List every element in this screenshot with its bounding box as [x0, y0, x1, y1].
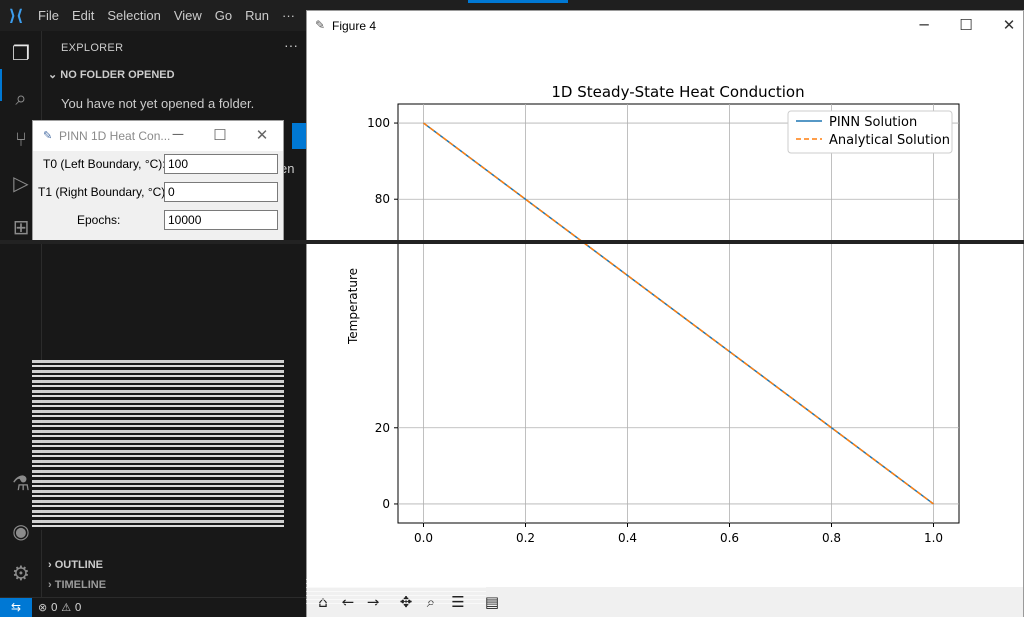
- search-icon[interactable]: ⌕: [15, 86, 27, 110]
- x-tick-label: 1.0: [924, 531, 943, 545]
- explorer-more-button[interactable]: ···: [284, 37, 298, 53]
- problems-indicator[interactable]: ⊗ 0 ⚠ 0: [38, 601, 82, 614]
- chart-canvas: 0.0 0.2 0.4 0.6 0.8 1.0 0 20 80 100 1D Steady-Sta…: [346, 83, 960, 545]
- pan-icon[interactable]: ✥: [399, 593, 413, 611]
- minimize-icon[interactable]: ─: [172, 126, 184, 143]
- t0-label: T0 (Left Boundary, °C):: [43, 157, 166, 171]
- explorer-icon[interactable]: ❐: [12, 41, 30, 65]
- legend-box: [787, 110, 953, 154]
- figure-toolbar: ⌂ ← → ✥ ⌕ ☰ ▤: [307, 587, 1023, 617]
- matplotlib-icon: ✎: [315, 18, 326, 32]
- x-tick-label: 0.6: [720, 531, 739, 545]
- series-lines: [423, 122, 934, 505]
- chevron-right-icon: ›: [48, 579, 55, 591]
- dialog-title: PINN 1D Heat Con...: [59, 129, 171, 143]
- feather-icon: ✎: [43, 130, 53, 142]
- maximize-icon[interactable]: ☐: [959, 16, 973, 34]
- source-control-icon[interactable]: ⑂: [15, 127, 27, 151]
- explorer-header: EXPLORER: [61, 42, 124, 54]
- menu-edit[interactable]: Edit: [71, 8, 95, 23]
- render-artifact-band: [0, 240, 1024, 244]
- extensions-icon[interactable]: ⊞: [12, 215, 30, 239]
- menu-bar: File Edit Selection View Go Run ···: [38, 8, 308, 23]
- y-tick-label: 80: [375, 192, 390, 206]
- zoom-icon[interactable]: ⌕: [426, 593, 436, 611]
- x-tick-label: 0.8: [822, 531, 841, 545]
- outline-section[interactable]: › OUTLINE: [48, 559, 103, 571]
- save-figure-icon[interactable]: ▤: [484, 593, 500, 611]
- x-tick-label: 0.2: [516, 531, 535, 545]
- legend: PINN Solution Analytical Solution: [787, 110, 953, 154]
- no-folder-message: You have not yet opened a folder.: [61, 96, 255, 111]
- outline-label: OUTLINE: [54, 559, 104, 571]
- menu-selection[interactable]: Selection: [107, 8, 161, 23]
- vscode-logo-icon: ⟩⟨: [8, 6, 24, 25]
- series-line-analytical: [423, 122, 934, 505]
- status-bar: ⇆ ⊗ 0 ⚠ 0: [0, 597, 306, 617]
- dialog-titlebar: ✎ PINN 1D Heat Con... ─ ☐ ✕: [33, 121, 283, 151]
- menu-run[interactable]: Run: [245, 8, 269, 23]
- minimize-icon[interactable]: ─: [919, 16, 929, 34]
- t1-input[interactable]: 0: [164, 182, 278, 202]
- chevron-down-icon: ⌄: [48, 69, 61, 81]
- menu-view[interactable]: View: [173, 8, 202, 23]
- timeline-section[interactable]: › TIMELINE: [48, 579, 106, 591]
- forward-arrow-icon[interactable]: →: [366, 593, 380, 611]
- accounts-icon[interactable]: ◉: [12, 519, 30, 543]
- axis-ticks: 0.0 0.2 0.4 0.6 0.8 1.0 0 20 80 100: [367, 116, 943, 545]
- render-artifact-dialog-ghost: [32, 360, 284, 530]
- epochs-input[interactable]: 10000: [164, 210, 278, 230]
- maximize-icon[interactable]: ☐: [213, 127, 227, 144]
- y-axis-label: Temperature: [346, 268, 360, 345]
- x-tick-label: 0.0: [414, 531, 433, 545]
- figure-window: ✎ Figure 4 ─ ☐ ✕ 0.0 0.2 0.4 0.6 0.8 1.0 0 20 80…: [306, 10, 1024, 617]
- activity-active-indicator: [0, 69, 2, 101]
- close-icon[interactable]: ✕: [1002, 16, 1016, 34]
- figure-title: Figure 4: [332, 19, 377, 33]
- y-tick-label: 100: [367, 116, 390, 130]
- no-folder-section[interactable]: ⌄ NO FOLDER OPENED: [48, 68, 175, 81]
- menu-more[interactable]: ···: [282, 8, 295, 23]
- back-arrow-icon[interactable]: ←: [341, 593, 355, 611]
- remote-indicator[interactable]: ⇆: [0, 598, 32, 617]
- t1-label: T1 (Right Boundary, °C):: [38, 185, 169, 199]
- settings-gear-icon[interactable]: ⚙: [12, 561, 30, 585]
- chevron-right-icon: ›: [48, 559, 55, 571]
- epochs-label: Epochs:: [77, 213, 121, 227]
- menu-file[interactable]: File: [38, 8, 59, 23]
- pinn-dialog-window: ✎ PINN 1D Heat Con... ─ ☐ ✕ T0 (Left Bou…: [32, 120, 284, 242]
- y-tick-label: 0: [382, 497, 390, 511]
- chart-title: 1D Steady-State Heat Conduction: [551, 83, 804, 101]
- y-tick-label: 20: [375, 421, 390, 435]
- legend-label-pinn: PINN Solution: [829, 115, 917, 130]
- run-debug-icon[interactable]: ▷: [13, 171, 29, 195]
- close-icon[interactable]: ✕: [255, 127, 269, 144]
- menu-go[interactable]: Go: [214, 8, 233, 23]
- titlebar-accent: [468, 0, 568, 3]
- t0-input[interactable]: 100: [164, 154, 278, 174]
- timeline-label: TIMELINE: [54, 579, 107, 591]
- testing-icon[interactable]: ⚗: [12, 471, 30, 495]
- figure-titlebar: ✎ Figure 4 ─ ☐ ✕: [307, 11, 1023, 41]
- open-folder-button[interactable]: [292, 123, 306, 149]
- configure-subplots-icon[interactable]: ☰: [451, 593, 465, 611]
- home-icon[interactable]: ⌂: [318, 593, 328, 611]
- x-tick-label: 0.4: [618, 531, 637, 545]
- no-folder-label: NO FOLDER OPENED: [60, 69, 175, 81]
- legend-label-analytical: Analytical Solution: [829, 133, 950, 148]
